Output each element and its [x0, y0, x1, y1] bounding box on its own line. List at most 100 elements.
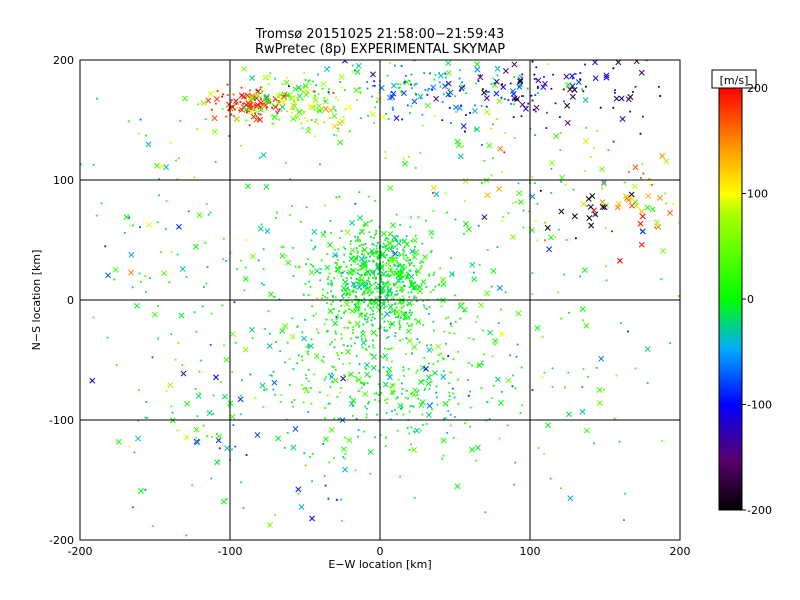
scatter-point-dot	[345, 287, 348, 290]
scatter-point-x	[291, 103, 298, 110]
scatter-point-dot	[401, 388, 404, 390]
scatter-point-dot	[160, 251, 162, 254]
scatter-point-dot	[329, 283, 332, 286]
scatter-point-dot	[272, 388, 275, 391]
scatter-point-dot	[323, 121, 326, 124]
scatter-point-x	[426, 402, 433, 409]
scatter-point-dot	[132, 224, 135, 227]
scatter-point-x	[471, 108, 478, 114]
scatter-point-x	[369, 248, 376, 255]
scatter-point-dot	[399, 316, 402, 319]
scatter-point-x	[440, 437, 447, 444]
scatter-point-dot	[210, 477, 213, 480]
scatter-point-dot	[387, 238, 390, 240]
scatter-point-dot	[487, 90, 490, 93]
scatter-point-dot	[533, 78, 536, 80]
scatter-point-dot	[469, 406, 472, 409]
scatter-point-dot	[388, 348, 391, 351]
scatter-point-dot	[405, 396, 407, 399]
scatter-point-x	[638, 208, 645, 215]
scatter-point-x	[644, 204, 651, 211]
scatter-point-dot	[238, 109, 241, 112]
scatter-point-dot	[327, 278, 329, 281]
scatter-point-dot	[351, 414, 354, 417]
scatter-point-dot	[391, 106, 394, 109]
scatter-point-dot	[321, 87, 324, 90]
scatter-point-dot	[497, 322, 500, 324]
scatter-point-dot	[393, 263, 395, 266]
scatter-point-x	[541, 80, 548, 87]
scatter-point-dot	[234, 445, 237, 448]
scatter-point-dot	[340, 333, 343, 336]
scatter-point-dot	[358, 87, 361, 89]
scatter-point-dot	[283, 446, 286, 449]
scatter-point-dot	[448, 395, 451, 397]
scatter-point-dot	[237, 103, 240, 106]
scatter-point-dot	[206, 266, 209, 268]
scatter-point-x	[370, 71, 376, 78]
scatter-point-dot	[480, 105, 483, 107]
scatter-point-dot	[428, 374, 431, 377]
scatter-point-dot	[435, 385, 438, 388]
scatter-point-dot	[397, 316, 400, 319]
scatter-point-dot	[628, 171, 630, 173]
scatter-point-dot	[334, 338, 336, 341]
scatter-point-dot	[156, 221, 159, 224]
scatter-point-dot	[211, 435, 213, 438]
scatter-point-dot	[218, 447, 221, 450]
scatter-point-x	[428, 229, 435, 236]
scatter-point-dot	[405, 266, 407, 269]
scatter-point-dot	[337, 99, 340, 101]
scatter-point-dot	[305, 119, 308, 122]
scatter-point-dot	[522, 95, 525, 97]
y-tick-label: -100	[49, 414, 74, 427]
scatter-point-dot	[391, 250, 394, 252]
scatter-point-dot	[441, 119, 444, 122]
scatter-point-dot	[115, 364, 118, 366]
scatter-point-dot	[436, 298, 439, 301]
scatter-point-dot	[334, 369, 337, 371]
scatter-point-dot	[292, 368, 295, 371]
scatter-point-dot	[501, 83, 504, 86]
scatter-point-dot	[375, 285, 378, 288]
scatter-point-dot	[382, 302, 385, 304]
y-tick-label: -200	[49, 534, 74, 547]
scatter-point-dot	[394, 245, 396, 248]
scatter-point-x	[529, 193, 536, 200]
scatter-point-dot	[275, 211, 278, 214]
scatter-point-x	[404, 273, 411, 280]
scatter-point-x	[425, 380, 432, 387]
scatter-point-x	[544, 224, 551, 231]
scatter-point-dot	[291, 401, 293, 404]
scatter-point-x	[233, 98, 239, 105]
scatter-point-dot	[421, 413, 424, 416]
scatter-point-x	[298, 504, 305, 510]
scatter-point-dot	[397, 312, 400, 315]
scatter-point-x	[249, 75, 256, 81]
scatter-point-dot	[303, 84, 306, 87]
scatter-point-dot	[641, 115, 644, 118]
scatter-point-dot	[264, 95, 267, 98]
scatter-point-dot	[387, 348, 389, 350]
scatter-point-dot	[335, 317, 338, 320]
scatter-point-dot	[455, 110, 458, 113]
scatter-point-dot	[270, 375, 273, 377]
scatter-point-dot	[366, 291, 369, 294]
scatter-point-dot	[307, 126, 310, 129]
scatter-point-dot	[286, 76, 289, 79]
scatter-point-x	[481, 89, 488, 96]
scatter-point-dot	[450, 325, 453, 327]
scatter-point-x	[522, 105, 529, 112]
scatter-point-dot	[562, 88, 565, 91]
y-tick-label: 100	[53, 174, 74, 187]
scatter-point-dot	[413, 297, 416, 299]
scatter-point-dot	[331, 380, 334, 383]
scatter-point-dot	[478, 363, 481, 366]
scatter-point-dot	[512, 374, 514, 377]
scatter-point-dot	[169, 142, 172, 145]
scatter-point-dot	[151, 525, 154, 528]
scatter-point-dot	[403, 305, 406, 307]
scatter-point-dot	[348, 362, 351, 365]
scatter-point-dot	[363, 273, 366, 275]
scatter-point-dot	[363, 254, 365, 256]
